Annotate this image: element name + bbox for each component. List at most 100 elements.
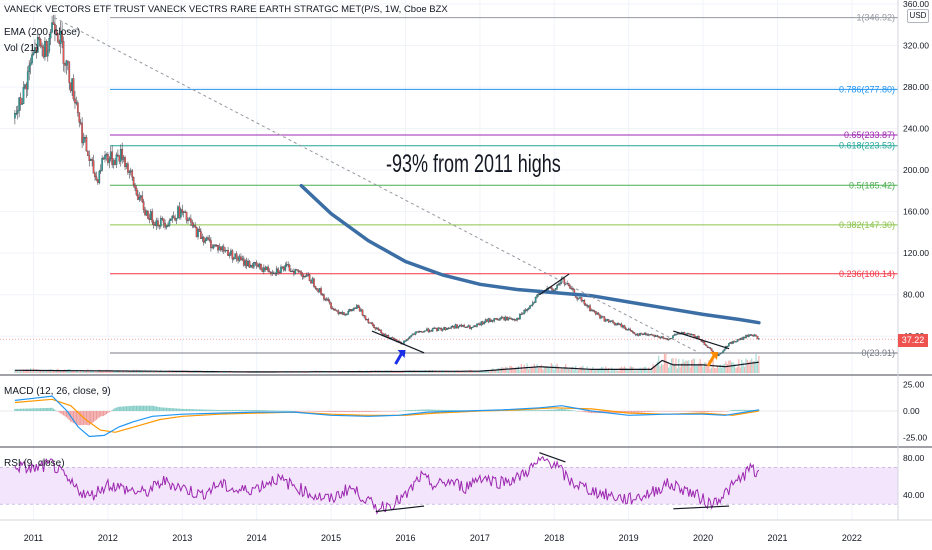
volume-bar (705, 362, 707, 373)
ema-legend[interactable]: EMA (200, close) (4, 27, 81, 38)
candle-body (315, 288, 318, 290)
macd-histogram-bar (659, 411, 661, 412)
macd-histogram-bar (75, 411, 78, 425)
candle-body (345, 314, 348, 316)
macd-histogram-bar (319, 411, 321, 412)
macd-histogram-bar (48, 407, 50, 411)
candle-body (511, 318, 514, 320)
candle-body (28, 65, 31, 72)
macd-histogram-bar (299, 411, 301, 412)
candle-body (283, 267, 285, 271)
macd-histogram-bar (193, 409, 195, 411)
candle-body (620, 323, 623, 328)
candle-body (333, 309, 335, 311)
candle-body (476, 323, 478, 327)
candle-body (722, 350, 724, 353)
candle-body (338, 311, 341, 314)
macd-histogram-bar (195, 409, 198, 411)
candle-body (125, 163, 128, 167)
macd-histogram-bar (85, 411, 88, 425)
macd-histogram-bar (42, 408, 45, 411)
volume-bar (706, 366, 708, 373)
candle-body (46, 50, 49, 57)
candle-body (99, 169, 102, 172)
volume-legend[interactable]: Vol (21) (4, 43, 39, 54)
volume-bar (753, 361, 756, 373)
macd-histogram-bar (177, 408, 179, 411)
candle-body (491, 320, 494, 322)
macd-histogram-bar (563, 409, 565, 411)
macd-histogram-bar (736, 409, 739, 411)
volume-bar (216, 372, 218, 373)
macd-histogram-bar (640, 411, 643, 413)
price-axis-tick: 200.00 (903, 165, 929, 175)
candle-body (275, 268, 278, 274)
candle-body (428, 330, 431, 332)
macd-histogram-bar (403, 410, 405, 411)
volume-bar (81, 371, 83, 373)
macd-histogram-bar (198, 409, 201, 411)
candle-body (365, 319, 368, 321)
candle-body (127, 163, 129, 173)
volume-bar (349, 371, 351, 373)
rsi-legend[interactable]: RSI (9, close) (4, 458, 65, 469)
volume-bar (715, 368, 717, 373)
macd-histogram-bar (161, 407, 163, 411)
currency-badge[interactable]: USD (907, 9, 929, 23)
candle-body (600, 316, 603, 319)
macd-histogram-bar (384, 411, 387, 412)
candle-body (652, 334, 654, 336)
volume-bar (486, 369, 488, 373)
macd-histogram-bar (154, 406, 156, 411)
macd-histogram-bar (334, 411, 336, 413)
volume-bar (213, 371, 215, 373)
candle-body (579, 297, 581, 299)
volume-bar (95, 371, 98, 373)
macd-histogram-bar (207, 409, 209, 411)
volume-bar (24, 369, 26, 373)
volume-bar (21, 370, 23, 373)
volume-bar (569, 367, 571, 373)
candle-body (461, 325, 464, 327)
symbol-title[interactable]: VANECK VECTORS ETF TRUST VANECK VECTRS R… (4, 4, 448, 15)
candle-body (444, 327, 447, 330)
candle-body (603, 316, 606, 322)
macd-histogram-bar (138, 405, 140, 411)
macd-histogram-bar (55, 410, 57, 412)
candle-body (307, 274, 310, 276)
volume-bar (344, 372, 346, 373)
volume-bar (351, 371, 354, 373)
macd-histogram-bar (94, 411, 96, 421)
candle-body (162, 218, 165, 224)
macd-histogram-bar (98, 411, 100, 418)
macd-histogram-bar (357, 411, 359, 413)
candle-body (285, 264, 288, 266)
volume-bar (373, 371, 375, 373)
volume-bar (403, 372, 405, 373)
candle-body (217, 245, 219, 251)
volume-bar (703, 362, 706, 373)
candle-body (252, 262, 255, 268)
candle-body (358, 307, 361, 312)
candle-body (327, 298, 330, 302)
macd-legend[interactable]: MACD (12, 26, close, 9) (4, 386, 111, 397)
candle-body (364, 315, 367, 320)
candle-body (261, 269, 264, 272)
candle-body (646, 334, 649, 336)
macd-histogram-bar (50, 407, 52, 411)
macd-histogram-bar (446, 409, 448, 411)
macd-histogram-bar (280, 410, 282, 412)
macd-histogram-bar (80, 411, 82, 426)
candle-body (242, 258, 245, 266)
candle-body (752, 335, 755, 337)
macd-histogram-bar (113, 409, 115, 411)
macd-histogram-bar (420, 409, 422, 411)
candle-body (297, 269, 300, 272)
candle-body (690, 334, 693, 336)
candle-body (526, 309, 528, 311)
candle-body (534, 296, 537, 303)
volume-bar (516, 367, 518, 373)
candle-body (111, 151, 114, 165)
time-axis-tick: 2020 (693, 533, 713, 543)
macd-histogram-bar (30, 408, 32, 411)
